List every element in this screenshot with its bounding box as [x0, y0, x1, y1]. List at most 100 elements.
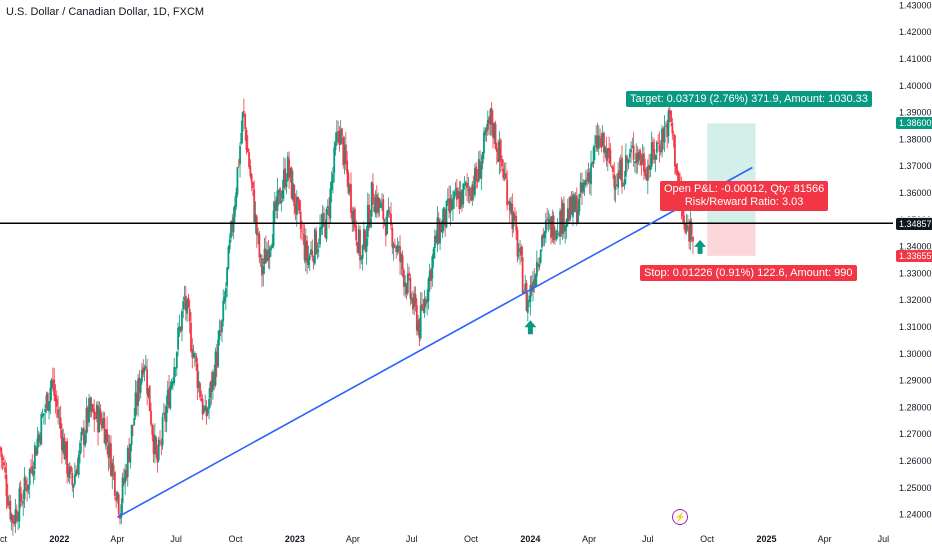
- candle-body: [24, 479, 27, 487]
- candle-body: [379, 202, 382, 208]
- candle-body: [409, 277, 412, 299]
- candle-body: [448, 198, 450, 212]
- candle-body: [475, 166, 478, 181]
- candle-body: [548, 219, 551, 223]
- candle-body: [319, 227, 321, 245]
- y-tick-label: 1.31000: [899, 322, 932, 332]
- candle-body: [37, 434, 40, 441]
- candle-body: [635, 153, 638, 164]
- candle-body: [294, 204, 297, 213]
- candle-body: [688, 226, 691, 242]
- candle-body: [596, 135, 599, 149]
- candle-body: [454, 189, 457, 190]
- candle-body: [144, 366, 147, 369]
- candle-body: [466, 183, 469, 188]
- candle-body: [658, 144, 661, 152]
- candle-body: [390, 213, 392, 226]
- candle-body: [150, 410, 152, 425]
- candle-body: [199, 383, 201, 398]
- candle-body: [135, 393, 138, 406]
- candle-body: [539, 249, 542, 263]
- candle-body: [422, 307, 425, 311]
- candle-body: [533, 279, 536, 286]
- candle-body: [572, 194, 574, 217]
- candle-body: [582, 182, 585, 192]
- candle-body: [53, 379, 56, 396]
- candle-body: [418, 319, 421, 339]
- candle-body: [538, 263, 541, 268]
- candle-body: [359, 229, 361, 261]
- candle-body: [590, 163, 592, 185]
- x-tick-label: 2025: [757, 534, 777, 544]
- candle-body: [122, 478, 125, 483]
- candle-body: [479, 161, 481, 179]
- candle-body: [477, 159, 480, 182]
- candle-body: [6, 496, 9, 506]
- candle-body: [102, 418, 105, 428]
- candle-body: [286, 156, 289, 181]
- candle-body: [622, 185, 625, 186]
- candle-body: [35, 447, 38, 456]
- y-tick-label: 1.43000: [899, 0, 932, 10]
- candle-body: [124, 469, 127, 484]
- candle-body: [2, 462, 5, 466]
- y-tick-label: 1.26000: [899, 456, 932, 466]
- candle-body: [57, 409, 59, 418]
- candle-body: [335, 131, 338, 143]
- candle-body: [284, 168, 287, 188]
- candle-body: [368, 204, 370, 228]
- candle-body: [15, 510, 18, 521]
- candle-body: [239, 145, 241, 165]
- candle-body: [159, 440, 161, 442]
- candle-body: [412, 298, 414, 310]
- candle-body: [446, 198, 449, 202]
- candle-body: [681, 207, 684, 216]
- candle-body: [5, 474, 8, 497]
- candle-body: [212, 371, 214, 390]
- candle-body: [165, 406, 168, 423]
- candle-body: [512, 212, 515, 227]
- candle-body: [355, 225, 358, 241]
- candle-body: [532, 282, 534, 292]
- candle-body: [152, 434, 155, 454]
- candle-body: [414, 294, 417, 305]
- candle-body: [63, 437, 66, 460]
- candle-body: [537, 264, 540, 266]
- candle-body: [568, 209, 570, 221]
- candle-body: [391, 227, 394, 248]
- candle-body: [28, 468, 31, 485]
- candle-body: [672, 134, 675, 136]
- candle-body: [652, 141, 654, 152]
- candle-body: [302, 233, 305, 235]
- candle-body: [341, 128, 343, 136]
- candle-body: [295, 196, 298, 215]
- candle-body: [655, 142, 658, 153]
- candle-body: [556, 230, 559, 232]
- candle-body: [22, 501, 25, 504]
- candle-body: [667, 110, 670, 136]
- candle-body: [484, 130, 487, 136]
- candle-body: [157, 439, 160, 461]
- candle-body: [258, 234, 261, 258]
- candle-body: [224, 288, 227, 298]
- candle-body: [223, 297, 226, 302]
- candle-body: [461, 189, 463, 206]
- candle-body: [649, 166, 652, 171]
- lightning-icon[interactable]: ⚡: [672, 509, 689, 525]
- candle-body: [70, 466, 72, 472]
- candle-body: [473, 168, 476, 196]
- candle-body: [637, 152, 640, 161]
- candle-body: [501, 159, 503, 167]
- candle-body: [428, 270, 431, 282]
- candle-body: [458, 192, 461, 209]
- candle-body: [624, 155, 627, 177]
- candle-body: [236, 167, 239, 195]
- candle-body: [267, 250, 270, 260]
- candle-body: [627, 160, 630, 164]
- candle-body: [579, 182, 582, 193]
- candle-body: [663, 127, 666, 143]
- candle-body: [506, 179, 509, 206]
- candle-body: [520, 246, 523, 256]
- candle-body: [101, 420, 103, 429]
- candle-body: [393, 244, 396, 245]
